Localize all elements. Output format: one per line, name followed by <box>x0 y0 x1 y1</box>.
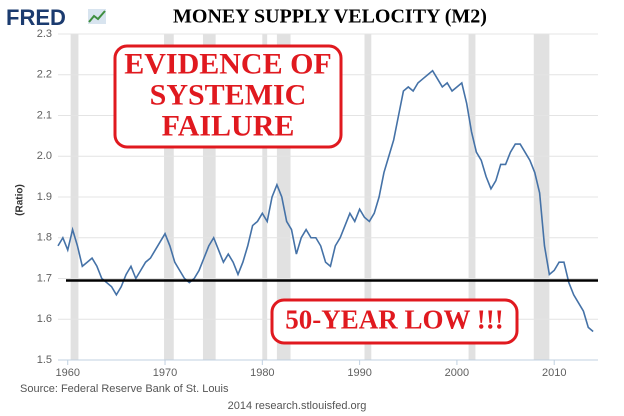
y-tick-label: 1.6 <box>37 313 52 325</box>
series-line <box>57 69 594 333</box>
annotation-box <box>113 44 343 149</box>
footer: 2014 research.stlouisfed.org <box>228 400 367 412</box>
source: Source: Federal Reserve Bank of St. Loui… <box>20 383 229 395</box>
logo: FRED <box>6 5 66 30</box>
y-axis-label: (Ratio) <box>15 184 26 216</box>
x-tick-label: 1990 <box>347 367 371 379</box>
annotation-box <box>270 298 519 345</box>
chart-title: MONEY SUPPLY VELOCITY (M2) <box>173 6 487 28</box>
y-tick-label: 1.8 <box>37 232 52 244</box>
y-tick-label: 2.3 <box>37 28 52 40</box>
annotation-text: EVIDENCE OF <box>124 47 332 80</box>
annotation-text: SYSTEMIC <box>150 78 307 111</box>
y-tick-label: 1.5 <box>37 354 52 366</box>
x-tick-label: 2010 <box>542 367 566 379</box>
annotation-text: 50-YEAR LOW !!! <box>285 305 504 335</box>
y-tick-label: 1.7 <box>37 272 52 284</box>
x-tick-label: 1960 <box>55 367 79 379</box>
x-tick-label: 2000 <box>445 367 469 379</box>
y-tick-label: 2.1 <box>37 109 52 121</box>
annotation-text: FAILURE <box>162 109 295 142</box>
logo-icon <box>88 9 106 24</box>
y-tick-label: 2.2 <box>37 69 52 81</box>
x-tick-label: 1980 <box>250 367 274 379</box>
y-tick-label: 2.0 <box>37 150 52 162</box>
x-tick-label: 1970 <box>153 367 177 379</box>
y-tick-label: 1.9 <box>37 191 52 203</box>
